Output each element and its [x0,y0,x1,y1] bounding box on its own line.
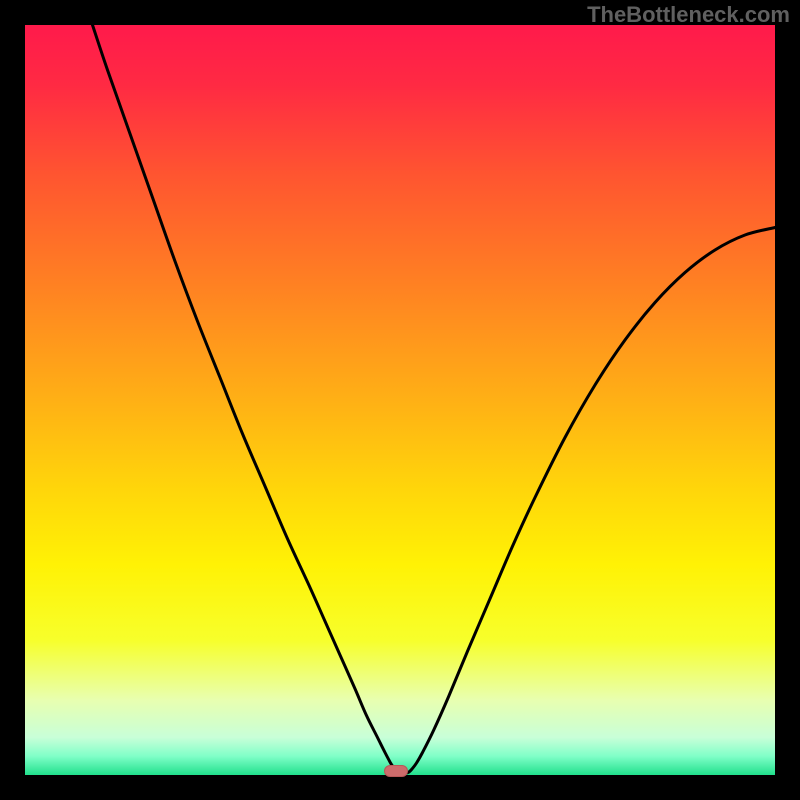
bottleneck-curve [25,25,775,775]
optimum-marker-shape [384,765,408,777]
watermark-text: TheBottleneck.com [587,2,790,28]
plot-area [25,25,775,775]
optimum-marker [384,765,408,777]
chart-frame: TheBottleneck.com [0,0,800,800]
curve-path [93,25,776,773]
